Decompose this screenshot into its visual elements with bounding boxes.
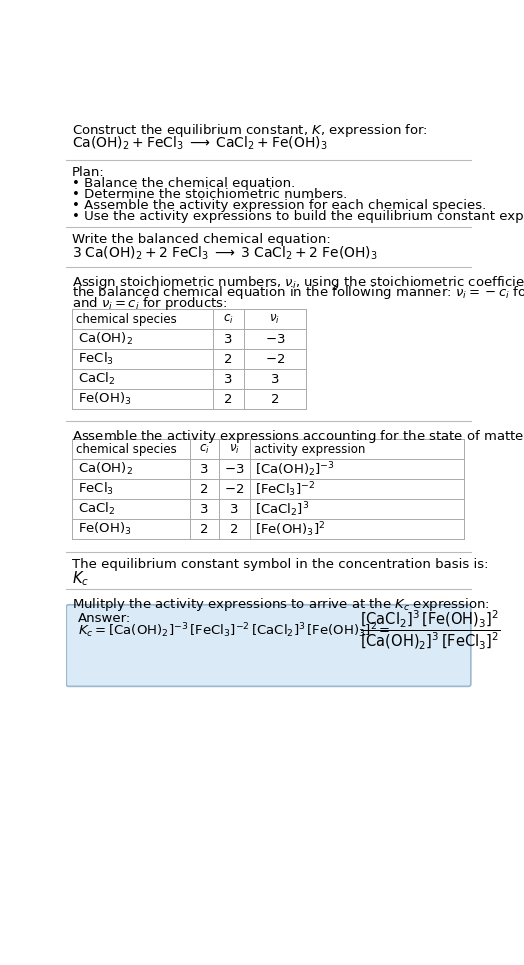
Text: Assign stoichiometric numbers, $\nu_i$, using the stoichiometric coefficients, $: Assign stoichiometric numbers, $\nu_i$, …: [72, 274, 524, 290]
Text: activity expression: activity expression: [254, 443, 365, 455]
Text: $[\mathrm{FeCl_3}]^{-2}$: $[\mathrm{FeCl_3}]^{-2}$: [255, 480, 315, 499]
Text: $-2$: $-2$: [224, 482, 245, 496]
Text: $\mathrm{CaCl_2}$: $\mathrm{CaCl_2}$: [78, 372, 115, 387]
Text: $-3$: $-3$: [265, 333, 285, 345]
Text: $\mathrm{FeCl_3}$: $\mathrm{FeCl_3}$: [78, 351, 114, 367]
Text: 2: 2: [230, 523, 239, 536]
Text: 3: 3: [224, 372, 233, 386]
Text: The equilibrium constant symbol in the concentration basis is:: The equilibrium constant symbol in the c…: [72, 558, 488, 570]
Text: $c_i$: $c_i$: [199, 443, 210, 455]
Text: chemical species: chemical species: [75, 443, 176, 455]
Text: • Determine the stoichiometric numbers.: • Determine the stoichiometric numbers.: [72, 188, 347, 201]
Text: 3: 3: [224, 333, 233, 345]
Text: $\nu_i$: $\nu_i$: [229, 443, 240, 455]
Text: 2: 2: [224, 352, 233, 366]
Text: 2: 2: [200, 523, 209, 536]
Text: $\mathrm{3\;Ca(OH)_2 + 2\;FeCl_3 \;\longrightarrow\; 3\;CaCl_2 + 2\;Fe(OH)_3}$: $\mathrm{3\;Ca(OH)_2 + 2\;FeCl_3 \;\long…: [72, 244, 377, 262]
Text: Write the balanced chemical equation:: Write the balanced chemical equation:: [72, 233, 331, 246]
Text: 3: 3: [230, 503, 239, 515]
Text: $\mathrm{Fe(OH)_3}$: $\mathrm{Fe(OH)_3}$: [78, 391, 132, 407]
Text: 2: 2: [200, 482, 209, 496]
Text: the balanced chemical equation in the following manner: $\nu_i = -c_i$ for react: the balanced chemical equation in the fo…: [72, 285, 524, 301]
Text: • Balance the chemical equation.: • Balance the chemical equation.: [72, 178, 295, 190]
Text: Plan:: Plan:: [72, 166, 104, 179]
Text: $\dfrac{[\mathrm{CaCl_2}]^{3}\,[\mathrm{Fe(OH)_3}]^{2}}{[\mathrm{Ca(OH)_2}]^{3}\: $\dfrac{[\mathrm{CaCl_2}]^{3}\,[\mathrm{…: [360, 609, 500, 651]
Text: $[\mathrm{Fe(OH)_3}]^{2}$: $[\mathrm{Fe(OH)_3}]^{2}$: [255, 520, 325, 538]
Text: chemical species: chemical species: [75, 313, 176, 325]
Text: $[\mathrm{Ca(OH)_2}]^{-3}$: $[\mathrm{Ca(OH)_2}]^{-3}$: [255, 460, 335, 479]
Text: $\mathrm{CaCl_2}$: $\mathrm{CaCl_2}$: [78, 501, 115, 517]
Text: $-2$: $-2$: [265, 352, 285, 366]
Text: 3: 3: [200, 463, 209, 476]
Text: Assemble the activity expressions accounting for the state of matter and $\nu_i$: Assemble the activity expressions accoun…: [72, 427, 524, 445]
Text: and $\nu_i = c_i$ for products:: and $\nu_i = c_i$ for products:: [72, 295, 227, 313]
Text: 2: 2: [224, 393, 233, 405]
Text: $\mathrm{Ca(OH)_2 + FeCl_3 \;\longrightarrow\; CaCl_2 + Fe(OH)_3}$: $\mathrm{Ca(OH)_2 + FeCl_3 \;\longrighta…: [72, 135, 327, 152]
Text: $\mathrm{Ca(OH)_2}$: $\mathrm{Ca(OH)_2}$: [78, 331, 133, 347]
Text: Mulitply the activity expressions to arrive at the $K_c$ expression:: Mulitply the activity expressions to arr…: [72, 595, 489, 613]
Text: $[\mathrm{CaCl_2}]^{3}$: $[\mathrm{CaCl_2}]^{3}$: [255, 500, 310, 518]
Text: Construct the equilibrium constant, $K$, expression for:: Construct the equilibrium constant, $K$,…: [72, 122, 428, 139]
Text: $\nu_i$: $\nu_i$: [269, 313, 280, 325]
Text: $K_c = [\mathrm{Ca(OH)_2}]^{-3}\,[\mathrm{FeCl_3}]^{-2}\,[\mathrm{CaCl_2}]^{3}\,: $K_c = [\mathrm{Ca(OH)_2}]^{-3}\,[\mathr…: [78, 620, 390, 640]
Text: $\mathrm{Ca(OH)_2}$: $\mathrm{Ca(OH)_2}$: [78, 461, 133, 478]
Text: 3: 3: [200, 503, 209, 515]
Text: $-3$: $-3$: [224, 463, 245, 476]
FancyBboxPatch shape: [66, 605, 471, 686]
Text: Answer:: Answer:: [78, 612, 131, 624]
Text: $\mathrm{FeCl_3}$: $\mathrm{FeCl_3}$: [78, 482, 114, 497]
Text: $\mathrm{Fe(OH)_3}$: $\mathrm{Fe(OH)_3}$: [78, 521, 132, 538]
Text: • Assemble the activity expression for each chemical species.: • Assemble the activity expression for e…: [72, 199, 486, 212]
Text: $K_c$: $K_c$: [72, 569, 89, 588]
Text: $c_i$: $c_i$: [223, 313, 234, 325]
Text: 2: 2: [270, 393, 279, 405]
Text: 3: 3: [270, 372, 279, 386]
Text: • Use the activity expressions to build the equilibrium constant expression.: • Use the activity expressions to build …: [72, 209, 524, 223]
